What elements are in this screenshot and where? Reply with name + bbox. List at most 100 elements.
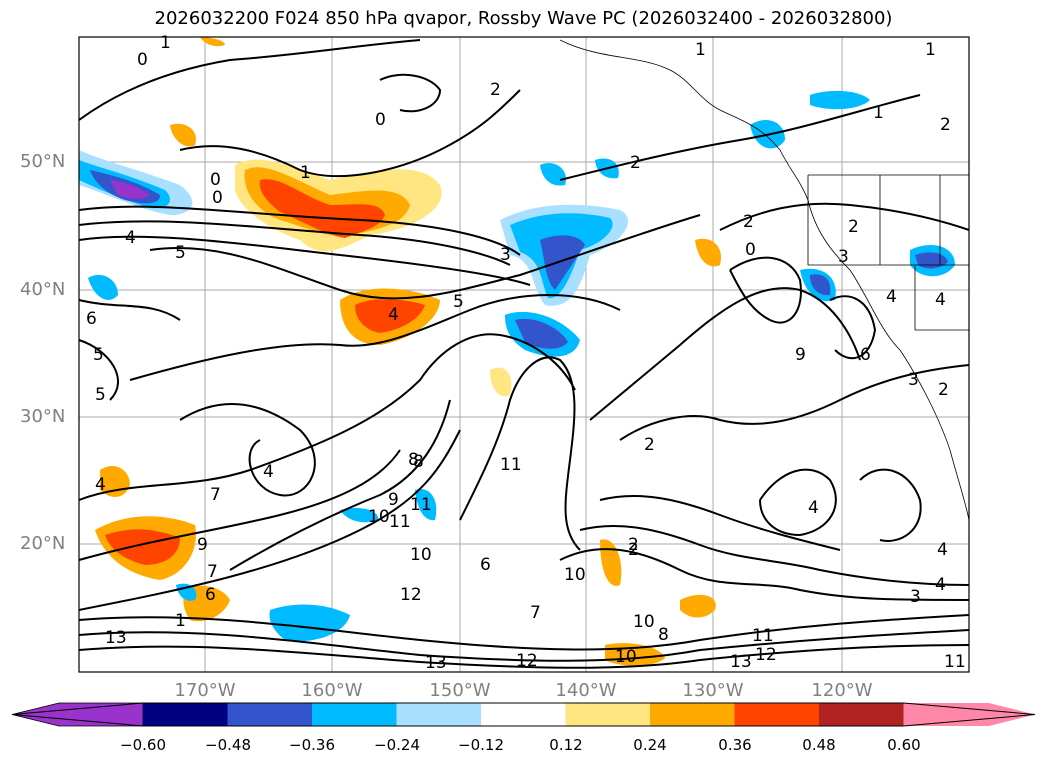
contour-label: 10 (633, 612, 655, 632)
contour-label: 6 (86, 309, 97, 329)
contour-label: 1 (873, 103, 884, 123)
colorbar-segment (481, 703, 566, 726)
colorbar-tick-label: −0.36 (289, 736, 335, 754)
map-border (78, 36, 970, 673)
lon-label: 150°W (429, 680, 491, 701)
contour-label: 5 (175, 243, 186, 263)
colorbar-outline (11, 702, 1036, 727)
contour-label: 9 (197, 535, 208, 555)
contour-label: 1 (160, 33, 171, 53)
contour-label: 11 (944, 652, 966, 672)
colorbar-segment (11, 702, 144, 727)
contour-label: 0 (745, 240, 756, 260)
lon-label: 170°W (174, 680, 236, 701)
colorbar-segment (819, 703, 904, 726)
contour-label: 10 (564, 565, 586, 585)
lon-label: 130°W (682, 680, 744, 701)
contour-label: 4 (937, 540, 948, 560)
contour-labels: 1 0 2 1 1 0 1 2 0 1 0 5 4 5 3 2 2 0 3 4 … (86, 33, 966, 673)
anomaly-patch (415, 489, 437, 521)
anomaly-patch (515, 318, 568, 349)
contour-lines (78, 39, 970, 669)
anomaly-patch (810, 274, 831, 296)
contour-label: 3 (500, 245, 511, 265)
contour-label: 3 (908, 370, 919, 390)
contour-label: 6 (860, 345, 871, 365)
anomaly-patch (170, 123, 196, 147)
contour-label: 2 (628, 535, 639, 555)
contour-label: 8 (408, 450, 419, 470)
lon-label: 140°W (555, 680, 617, 701)
anomaly-patch (105, 529, 180, 565)
colorbar-segment (227, 703, 312, 726)
contour-label: 2 (630, 153, 641, 173)
contour-label: 13 (105, 628, 127, 648)
anomaly-patch (600, 539, 622, 586)
anomaly-patch (259, 179, 385, 238)
contour-label: 4 (935, 575, 946, 595)
contour-label: 5 (93, 345, 104, 365)
contour-label: 11 (500, 455, 522, 475)
colorbar-tick-label: 0.60 (887, 736, 921, 754)
contour-label: 2 (628, 540, 639, 560)
lon-label: 160°W (301, 680, 363, 701)
anomaly-patch (110, 180, 150, 199)
contour-label: 0 (210, 170, 221, 190)
contour-label: 12 (516, 651, 538, 671)
lon-label: 120°W (811, 680, 873, 701)
contour-label: 5 (453, 292, 464, 312)
anomaly-patch (340, 508, 379, 523)
lat-label: 20°N (20, 533, 66, 554)
contour-label: 2 (490, 80, 501, 100)
contour-label: 6 (205, 585, 216, 605)
colorbar-segment (903, 703, 1035, 726)
contour-label: 0 (375, 110, 386, 130)
colorbar (11, 702, 1036, 727)
contour-label: 4 (935, 290, 946, 310)
lat-label: 50°N (20, 151, 66, 172)
contour-label: 2 (848, 217, 859, 237)
contour-label: 10 (368, 507, 390, 527)
contour-label: 7 (210, 485, 221, 505)
map-title: 2026032200 F024 850 hPa qvapor, Rossby W… (154, 8, 893, 29)
colorbar-segment (396, 703, 481, 726)
contour-label: 10 (615, 647, 637, 667)
contour-label: 9 (795, 345, 806, 365)
anomaly-patch (540, 162, 566, 186)
positive-anomalies (95, 37, 721, 666)
contour-label: 3 (838, 247, 849, 267)
colorbar-segment (734, 703, 819, 726)
contour-label: 4 (808, 498, 819, 518)
contour-label: 2 (938, 380, 949, 400)
contour-label: 2 (940, 115, 951, 135)
contour-label: 0 (137, 50, 148, 70)
colorbar-segment (650, 703, 735, 726)
colorbar-segment (312, 703, 397, 726)
colorbar-segment (143, 703, 228, 726)
contour-label: 13 (730, 652, 752, 672)
contour-label: 9 (388, 490, 399, 510)
contour-label: 2 (743, 212, 754, 232)
contour-label: 8 (413, 452, 424, 472)
contour-label: 4 (95, 475, 106, 495)
contour-label: 11 (389, 512, 411, 532)
colorbar-tick-label: 0.12 (549, 736, 583, 754)
contour-label: 8 (658, 625, 669, 645)
lat-label: 40°N (20, 279, 66, 300)
anomaly-patch (355, 299, 425, 333)
contour-label: 13 (425, 653, 447, 673)
contour-label: 12 (400, 585, 422, 605)
colorbar-tick-label: 0.24 (633, 736, 667, 754)
anomaly-patch (680, 594, 716, 618)
contour-label: 7 (207, 562, 218, 582)
colorbar-tick-label: 0.48 (802, 736, 836, 754)
anomaly-patch (269, 604, 350, 642)
colorbar-tick-label: −0.48 (205, 736, 251, 754)
anomaly-patch (540, 235, 585, 290)
contour-label: 0 (212, 188, 223, 208)
contour-label: 4 (388, 305, 399, 325)
contour-label: 6 (480, 555, 491, 575)
graticule (79, 37, 969, 672)
anomaly-patch (200, 37, 225, 47)
